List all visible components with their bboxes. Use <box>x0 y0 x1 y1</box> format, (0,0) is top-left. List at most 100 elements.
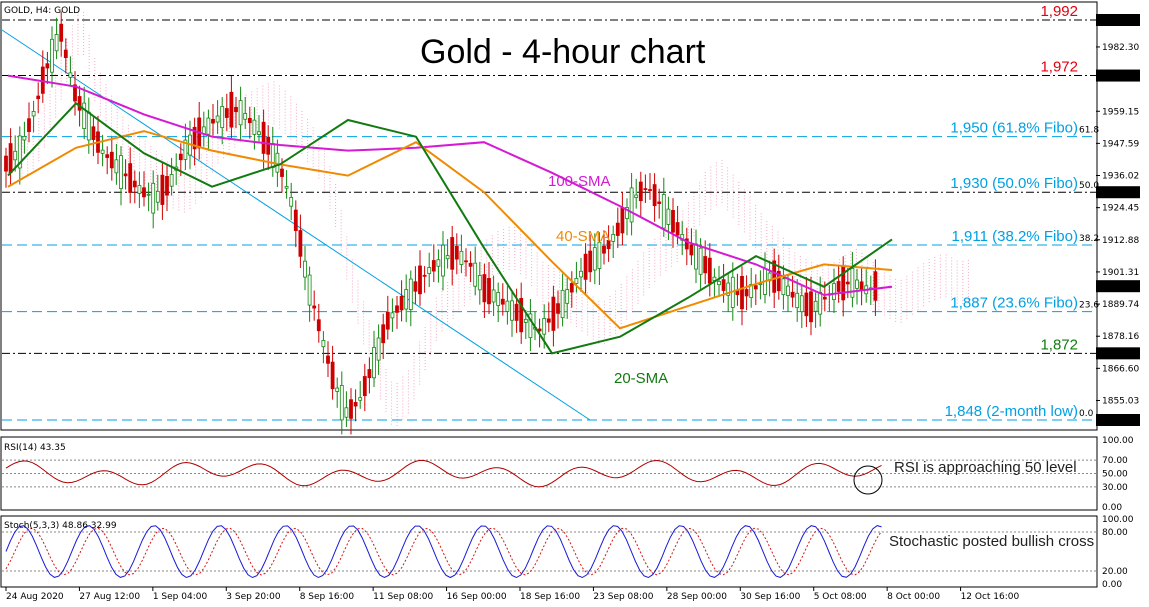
candle <box>606 225 611 262</box>
candle <box>123 159 128 190</box>
candle-body <box>132 180 137 188</box>
candle <box>404 274 409 323</box>
candle <box>261 109 266 169</box>
candle <box>109 136 114 181</box>
candle-body <box>247 117 252 124</box>
candle <box>303 245 307 291</box>
candle <box>82 86 87 140</box>
candle <box>758 270 763 300</box>
candle <box>809 276 813 336</box>
candle-body <box>611 233 616 242</box>
candle-body <box>316 319 321 332</box>
candle-body <box>519 298 524 333</box>
candle-body <box>349 399 353 419</box>
candle <box>597 232 602 286</box>
candle-body <box>629 187 634 223</box>
candle-body <box>873 271 878 301</box>
candle <box>27 102 31 143</box>
candle-body <box>620 207 625 234</box>
candle <box>257 115 261 144</box>
candle <box>63 38 68 74</box>
candle-body <box>749 283 754 299</box>
candle-body <box>652 184 657 207</box>
candle-body <box>505 300 510 312</box>
stoch-panel-frame <box>0 515 1098 588</box>
candle <box>574 261 579 293</box>
stoch-note: Stochastic posted bullish cross <box>889 533 1094 550</box>
candle-body <box>510 300 514 321</box>
candle-body <box>546 318 551 323</box>
rsi-note: RSI is approaching 50 level <box>894 459 1077 476</box>
candle <box>4 147 8 188</box>
candle <box>146 182 151 212</box>
candle <box>413 266 418 304</box>
candle-body <box>22 136 27 141</box>
candle <box>845 267 850 299</box>
candle <box>128 147 133 204</box>
candle <box>73 71 77 116</box>
candle <box>238 86 243 140</box>
candle-body <box>427 267 432 274</box>
candle-body <box>781 278 786 296</box>
price-box-text: 1896.17 <box>1099 282 1136 292</box>
candle-body <box>675 222 680 236</box>
candle <box>197 101 202 160</box>
candle <box>372 330 376 388</box>
candle-body <box>441 244 445 277</box>
candle-body <box>54 34 59 52</box>
candle <box>514 288 519 333</box>
candle <box>519 282 524 344</box>
candle <box>105 146 110 175</box>
candle <box>96 115 100 165</box>
candle-body <box>694 243 698 270</box>
candle <box>551 285 556 347</box>
candle <box>367 357 372 394</box>
candle-body <box>638 181 643 202</box>
y-tick-label: 1924.45 <box>1102 204 1139 214</box>
candle <box>418 250 422 306</box>
candle <box>247 106 252 139</box>
candle-body <box>376 337 381 361</box>
candle-body <box>551 296 556 331</box>
candle-body <box>257 131 261 135</box>
candle-body <box>17 135 22 169</box>
level-label: 1,930 (50.0% Fibo) <box>950 175 1078 192</box>
candle-body <box>556 303 560 314</box>
candle <box>431 244 436 283</box>
candle <box>100 134 105 167</box>
price-box: 1848.00 <box>1096 414 1140 426</box>
candle-body <box>855 279 859 289</box>
candle <box>579 257 583 292</box>
x-tick-label: 11 Sep 08:00 <box>373 592 433 602</box>
candle <box>307 266 312 322</box>
candle-body <box>266 136 271 155</box>
price-box: 1896.17 <box>1096 280 1140 293</box>
candle <box>454 233 459 275</box>
candle-body <box>36 95 41 100</box>
candle <box>436 249 441 283</box>
sma20-annotation: 20-SMA <box>614 370 668 387</box>
level-label: 1,992 <box>1040 3 1078 20</box>
candle-body <box>307 274 312 306</box>
candle <box>744 275 749 311</box>
x-tick-label: 16 Sep 00:00 <box>447 592 507 602</box>
y-tick-label: 1866.60 <box>1102 364 1139 374</box>
candle-body <box>27 118 31 132</box>
candle-body <box>560 289 565 319</box>
candle-body <box>59 23 64 42</box>
candle-body <box>362 376 367 397</box>
candle <box>312 290 317 321</box>
candle <box>266 125 271 171</box>
candle-body <box>151 182 156 214</box>
candle <box>459 234 464 274</box>
candle-body <box>850 268 855 298</box>
candle <box>717 265 721 298</box>
fibo-tag: 23.6 <box>1079 301 1099 311</box>
candle-body <box>321 340 326 348</box>
candle <box>362 363 367 412</box>
ma-lines <box>7 74 893 355</box>
candle-body <box>413 281 418 292</box>
candle-body <box>671 210 675 233</box>
candle <box>749 267 754 308</box>
candle-body <box>215 115 220 123</box>
